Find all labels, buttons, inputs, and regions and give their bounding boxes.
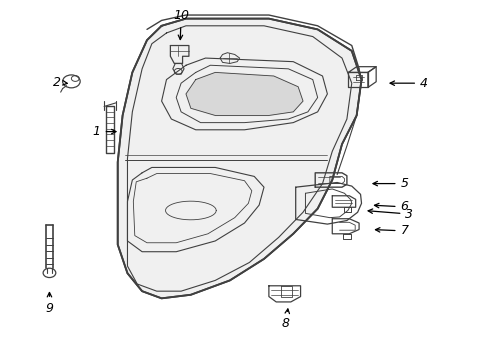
Text: 2: 2 — [53, 76, 67, 89]
Text: 6: 6 — [374, 201, 407, 213]
Polygon shape — [118, 19, 361, 298]
Text: 5: 5 — [372, 177, 407, 190]
Polygon shape — [185, 72, 303, 116]
Text: 9: 9 — [45, 292, 53, 315]
Text: 4: 4 — [389, 77, 427, 90]
Text: 1: 1 — [92, 125, 116, 138]
Text: 3: 3 — [367, 208, 412, 221]
Text: 10: 10 — [173, 9, 189, 40]
Text: 7: 7 — [375, 224, 407, 238]
Text: 8: 8 — [282, 309, 289, 330]
